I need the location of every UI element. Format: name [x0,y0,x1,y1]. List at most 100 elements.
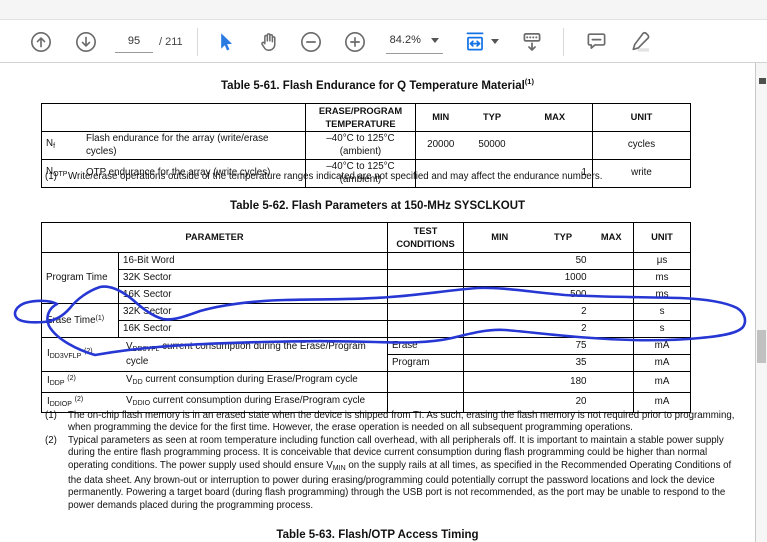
typ-header: TYP [535,222,591,253]
hand-tool-button[interactable] [254,27,284,57]
page-total-label: / 211 [159,35,183,48]
unit-cell: s [633,303,692,321]
table-5-63-title-text: Table 5-63. Flash/OTP Access Timing [276,529,479,541]
description: VDD current consumption during Erase/Pro… [126,374,358,386]
symbol: IDDP (2) [47,375,76,387]
table-5-62-footnotes: (1) The on-chip flash memory is in an er… [45,410,737,512]
scroll-annotation-mark [759,78,766,84]
sector-cell: 16K Sector [117,320,389,338]
min-cell [463,354,536,372]
footnote-marker: (1) [45,410,57,421]
sector-cell: 16-Bit Word [117,252,389,270]
temp-header: ERASE/PROGRAM TEMPERATURE [305,103,416,132]
typ-cell: 50000 [465,131,519,160]
symbol: IDDIOP (2) [47,395,84,408]
table-row: IDD3VFLP (2) VDD3VFL current consumption… [40,337,692,372]
min-cell [463,371,536,393]
typ-cell: 1000 [535,269,591,287]
table-row: 32K Sector 1000 ms [42,269,692,287]
scrollbar-thumb[interactable] [757,330,766,363]
test-cell [387,303,465,321]
chevron-down-icon [491,39,500,44]
toolbar-scroll-down-icon [519,29,545,55]
plus-circle-icon [343,30,367,54]
typ-cell: 50 [535,252,591,270]
symbol: Nf [46,137,56,150]
zoom-out-button[interactable] [296,27,326,57]
flash-parameters-table: PARAMETER TEST CONDITIONS MIN TYP MAX UN… [40,222,692,413]
pdf-page: Table 5-61. Flash Endurance for Q Temper… [0,63,755,542]
max-cell [590,252,635,270]
table-5-61-title: Table 5-61. Flash Endurance for Q Temper… [0,77,755,92]
typ-cell: 35 [535,354,591,372]
vertical-scrollbar[interactable] [755,63,767,542]
previous-page-button[interactable] [26,27,56,57]
table-row: IDDIOP (2) VDDIO current consumption dur… [40,391,692,413]
unit-cell: cycles [592,131,691,160]
table-5-63-title-clipped: Table 5-63. Flash/OTP Access Timing [0,529,755,542]
min-cell [463,252,536,270]
pencil-icon [627,28,654,55]
parameter-cell: NOTP OTP endurance for the array (write … [41,159,306,188]
minus-circle-icon [299,30,323,54]
max-cell [518,131,593,160]
min-cell [415,159,466,188]
min-cell [463,391,536,413]
typ-cell: 180 [535,371,591,393]
speech-bubble-icon [584,29,609,54]
table-header-row: PARAMETER TEST CONDITIONS MIN TYP MAX UN… [40,222,692,253]
table-5-62-title: Table 5-62. Flash Parameters at 150-MHz … [0,200,755,212]
draw-button[interactable] [624,27,658,57]
toolbar-divider [562,27,564,56]
hand-icon [257,30,281,54]
footnote-text: Write/erase operations outside of the te… [68,171,603,182]
table-row: 16K Sector 2 s [42,320,692,338]
test-cell [387,252,465,270]
description: VDDIO current consumption during Erase/P… [126,394,366,407]
zoom-in-button[interactable] [340,27,370,57]
footnote-1: (1) The on-chip flash memory is in an er… [45,410,737,435]
zoom-level-value: 84.2% [389,34,421,46]
page-number-input[interactable] [115,30,153,53]
min-cell [463,269,536,287]
min-cell [463,337,536,355]
typ-cell: 2 [535,303,591,321]
typ-cell: 20 [535,391,591,413]
unit-cell: write [592,159,691,188]
test-cell: Erase [387,337,465,355]
max-header: MAX [518,103,593,132]
max-cell [590,371,635,393]
comment-button[interactable] [582,27,612,57]
parameter-cell: Nf Flash endurance for the array (write/… [41,131,306,160]
unit-cell: mA [633,354,692,372]
freehand-ellipse-annotation[interactable] [13,285,747,357]
table-5-61-title-text: Table 5-61. Flash Endurance for Q Temper… [221,79,525,92]
description: Flash endurance for the array (write/era… [86,133,269,157]
test-cell: Program [387,354,465,372]
footnote-2: (2) Typical parameters as seen at room t… [45,435,737,512]
table-5-61-footnote: (1) Write/erase operations outside of th… [45,171,737,183]
empty-header-cell [41,103,306,132]
max-cell [590,269,635,287]
temperature-cell: –40°C to 125°C (ambient) [305,131,416,160]
max-cell [590,320,635,338]
zoom-level-control[interactable]: 84.2% [385,30,443,54]
test-cell [387,320,465,338]
next-page-button[interactable] [71,27,101,57]
parameter-header: PARAMETER [40,222,389,253]
table-row: NOTP OTP endurance for the array (write … [41,159,691,188]
footnote-text: Typical parameters as seen at room tempe… [68,434,732,511]
table-5-61-title-footref: (1) [524,77,534,86]
iddp-parameter-cell: IDDP (2) VDD current consumption during … [40,371,389,393]
select-tool-button[interactable] [210,27,240,57]
unit-cell: mA [633,391,692,413]
unit-header: UNIT [633,222,692,253]
toolbar: / 211 [0,21,767,63]
fit-width-button[interactable] [461,27,501,57]
table-row: Program 35 mA [42,354,692,372]
tabs-strip [0,0,767,20]
arrow-down-circle-icon [74,30,98,54]
page-display-button[interactable] [517,27,547,57]
sector-cell: 32K Sector [117,269,389,287]
typ-cell [465,159,519,188]
